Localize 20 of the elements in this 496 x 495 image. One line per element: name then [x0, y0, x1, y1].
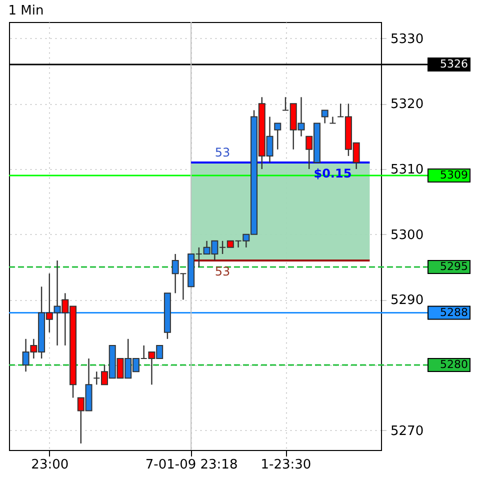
x-tick-label: 1-23:30 [260, 458, 312, 472]
x-tick-label: 7-01-09 23:18 [145, 458, 238, 472]
annotation: 53 [214, 145, 230, 160]
ref-line-label: 5280 [440, 358, 468, 372]
candlestick [274, 122, 282, 150]
y-tick-label: 5270 [390, 424, 424, 439]
y-tick-label: 5310 [390, 162, 424, 178]
y-tick-label: 5330 [390, 32, 424, 47]
y-tick-label: 5320 [390, 97, 424, 112]
candlestick [329, 116, 336, 124]
chart-title: 1 Min [8, 4, 44, 18]
y-tick-label: 5290 [390, 293, 424, 308]
annotation: 53 [214, 264, 230, 279]
ref-line-label: 5326 [440, 57, 468, 70]
ref-line-label: 5295 [440, 260, 468, 274]
y-tick-label: 5300 [390, 228, 424, 243]
x-tick-label: 23:00 [31, 458, 69, 472]
ref-line-label: 5288 [440, 306, 468, 319]
ref-line-label: 5309 [440, 168, 468, 182]
candlestick [321, 110, 328, 124]
